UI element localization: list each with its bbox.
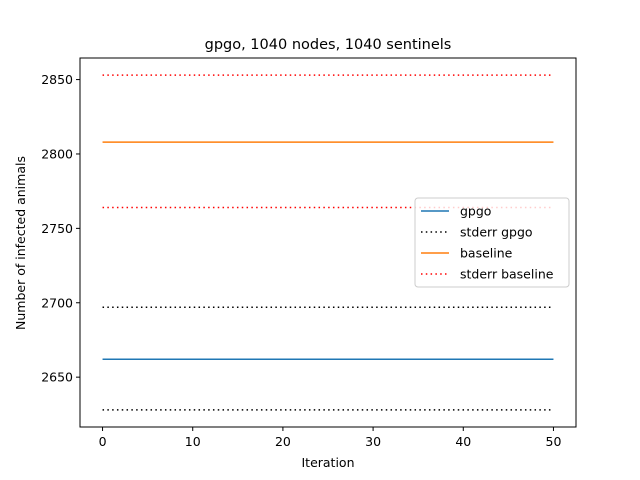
y-tick-label: 2700 (41, 295, 73, 310)
x-tick-label: 20 (275, 434, 291, 449)
plot-frame (79, 57, 577, 428)
chart-title: gpgo, 1040 nodes, 1040 sentinels (205, 37, 452, 53)
x-tick-label: 50 (546, 434, 562, 449)
x-axis-label: Iteration (301, 455, 354, 470)
x-tick-label: 10 (185, 434, 201, 449)
x-tick-label: 40 (455, 434, 471, 449)
legend-label: baseline (460, 246, 513, 261)
y-axis-label: Number of infected animals (13, 156, 28, 330)
legend-label: gpgo (460, 204, 491, 219)
legend-box (414, 197, 570, 288)
y-axis: 2650 2700 2750 2800 2850 (41, 72, 80, 385)
legend-label: stderr baseline (460, 267, 554, 282)
legend-label: stderr gpgo (460, 225, 533, 240)
x-tick-label: 30 (365, 434, 381, 449)
x-tick-label: 0 (99, 434, 107, 449)
x-axis: 0 10 20 30 40 50 (99, 427, 562, 449)
y-tick-label: 2800 (41, 146, 73, 161)
y-tick-label: 2750 (41, 221, 73, 236)
y-tick-label: 2850 (41, 72, 73, 87)
legend: gpgo stderr gpgo baseline stderr baseline (414, 197, 570, 288)
y-tick-label: 2650 (41, 370, 73, 385)
